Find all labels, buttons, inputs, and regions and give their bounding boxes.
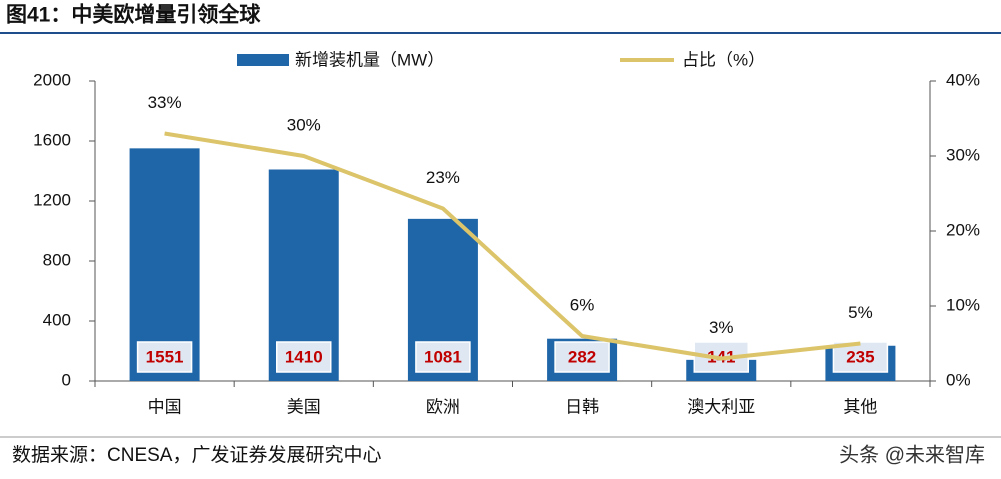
bar-value-label: 235	[846, 347, 874, 366]
line-value-label: 5%	[848, 303, 873, 322]
bar-label-box	[136, 341, 193, 373]
legend-label: 新增装机量（MW）	[295, 50, 444, 69]
line-value-label: 23%	[426, 168, 460, 187]
line-value-label: 30%	[287, 115, 321, 134]
bar-value-label: 1410	[285, 347, 323, 366]
bar-value-label: 1551	[146, 347, 184, 366]
legend-swatch	[237, 54, 289, 66]
y2-tick-label: 10%	[946, 295, 980, 314]
x-tick-label: 日韩	[565, 397, 599, 416]
x-tick-label: 美国	[287, 397, 321, 416]
line-value-label: 33%	[148, 93, 182, 112]
bar-label-box	[554, 341, 610, 373]
y-tick-label: 400	[43, 310, 71, 329]
legend-label: 占比（%）	[682, 50, 765, 69]
bar-value-label: 1081	[424, 347, 462, 366]
chart-title: 图41：中美欧增量引领全球	[6, 3, 261, 27]
y-tick-label: 1200	[33, 190, 71, 209]
bar-label-box	[415, 341, 471, 373]
line-series	[164, 131, 861, 361]
source-note: 数据来源：CNESA，广发证券发展研究中心	[12, 444, 381, 466]
line-value-label: 3%	[709, 318, 734, 337]
y-tick-label: 0	[62, 370, 71, 389]
line-value-label: 6%	[570, 295, 595, 314]
y-tick-label: 800	[43, 250, 71, 269]
y2-tick-label: 20%	[946, 220, 980, 239]
x-tick-label: 其他	[843, 397, 877, 416]
y2-tick-label: 0%	[946, 370, 971, 389]
bar-value-label: 282	[568, 347, 596, 366]
y-tick-label: 1600	[33, 130, 71, 149]
bar-label-box	[276, 341, 332, 373]
y-tick-label: 2000	[33, 70, 71, 89]
y2-tick-label: 40%	[946, 70, 980, 89]
x-tick-label: 中国	[148, 397, 182, 416]
x-tick-label: 欧洲	[426, 397, 460, 416]
y2-tick-label: 30%	[946, 145, 980, 164]
x-tick-label: 澳大利亚	[687, 397, 755, 416]
watermark: 头条 @未来智库	[839, 443, 985, 466]
